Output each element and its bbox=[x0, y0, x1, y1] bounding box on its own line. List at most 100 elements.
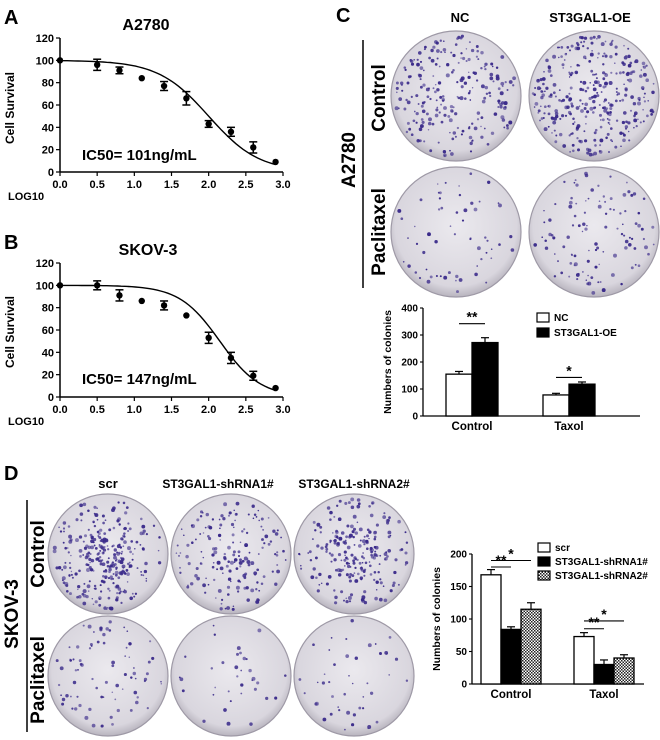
colony-dot bbox=[338, 536, 343, 541]
colony-dot bbox=[325, 547, 329, 551]
colony-dot bbox=[90, 545, 94, 550]
colony-dot bbox=[369, 548, 372, 552]
colony-dot bbox=[596, 91, 599, 94]
bar bbox=[445, 373, 473, 417]
colony-dot bbox=[334, 601, 338, 605]
colony-dot bbox=[449, 131, 451, 134]
colony-dot bbox=[393, 570, 397, 575]
colony-dot bbox=[74, 707, 78, 711]
colony-dot bbox=[352, 535, 355, 539]
colony-dot bbox=[129, 708, 133, 712]
colony-dot bbox=[186, 543, 190, 547]
colony-dot bbox=[103, 545, 106, 548]
colony-dot bbox=[119, 590, 122, 593]
colony-dot bbox=[104, 577, 107, 580]
colony-dot bbox=[177, 554, 181, 557]
colony-dot bbox=[439, 39, 442, 42]
colony-dot bbox=[439, 95, 443, 99]
dish-plate bbox=[47, 615, 169, 737]
colony-dot bbox=[227, 560, 230, 563]
colony-dot bbox=[226, 606, 231, 610]
colony-dot bbox=[196, 576, 200, 581]
colony-dot bbox=[629, 61, 633, 65]
colony-dot bbox=[84, 715, 89, 720]
colony-dot bbox=[416, 62, 420, 67]
colony-dot bbox=[460, 133, 463, 136]
colony-dot bbox=[223, 502, 228, 507]
colony-dot bbox=[102, 537, 107, 542]
colony-dot bbox=[437, 141, 440, 144]
colony-dot bbox=[125, 646, 128, 649]
colony-dot bbox=[82, 540, 85, 543]
y-tick-label: 150 bbox=[450, 582, 467, 593]
colony-dot bbox=[440, 120, 444, 124]
colony-dot bbox=[634, 263, 637, 266]
colony-dot bbox=[594, 248, 598, 252]
colony-dot bbox=[117, 587, 122, 591]
colony-dot bbox=[261, 546, 264, 550]
colony-dot bbox=[344, 565, 346, 567]
colony-dot bbox=[79, 503, 83, 508]
colony-dot bbox=[247, 513, 250, 516]
colony-dot bbox=[615, 87, 618, 90]
colony-dot bbox=[96, 552, 100, 556]
colony-dot bbox=[92, 521, 95, 524]
colony-dot bbox=[200, 550, 203, 553]
colony-dot bbox=[282, 549, 285, 553]
colony-dot bbox=[86, 568, 90, 572]
colony-dot bbox=[127, 562, 130, 566]
cell-line-label-d: SKOV-3 bbox=[2, 579, 23, 649]
colony-dot bbox=[405, 130, 409, 134]
colony-dot bbox=[185, 554, 189, 559]
colony-dot bbox=[243, 528, 246, 531]
colony-dot bbox=[351, 682, 354, 685]
colony-dot bbox=[337, 517, 342, 522]
colony-dot bbox=[354, 531, 359, 535]
colony-dot bbox=[128, 656, 131, 659]
colony-dot bbox=[622, 193, 627, 197]
colony-dot bbox=[563, 180, 566, 184]
column-label-shrna2: ST3GAL1-shRNA2# bbox=[298, 477, 410, 491]
colony-dot bbox=[575, 202, 578, 205]
colony-dot bbox=[642, 237, 646, 241]
colony-dot bbox=[630, 266, 634, 270]
colony-dot bbox=[593, 106, 596, 110]
data-point bbox=[116, 292, 123, 299]
colony-dot bbox=[263, 542, 266, 545]
colony-dot bbox=[552, 236, 556, 240]
colony-dot bbox=[419, 78, 422, 81]
colony-dot bbox=[627, 121, 631, 125]
colony-dot bbox=[298, 552, 301, 556]
colony-dot bbox=[601, 288, 606, 293]
colony-dot bbox=[362, 707, 365, 710]
colony-dot bbox=[593, 73, 596, 76]
colony-dot bbox=[80, 663, 84, 667]
colony-dot bbox=[316, 544, 320, 548]
colony-dot bbox=[470, 48, 475, 53]
colony-dot bbox=[591, 153, 595, 157]
colony-dot bbox=[456, 81, 459, 84]
colony-dot bbox=[108, 565, 111, 569]
colony-dot bbox=[100, 725, 104, 728]
colony-dot bbox=[214, 547, 218, 551]
colony-dot bbox=[468, 89, 471, 93]
colony-dot bbox=[344, 501, 348, 505]
bar bbox=[520, 608, 542, 685]
colony-dot bbox=[614, 45, 618, 49]
colony-dot bbox=[316, 681, 319, 684]
colony-dot bbox=[597, 35, 601, 39]
x-tick-label: 3.0 bbox=[275, 404, 290, 416]
colony-dot bbox=[438, 111, 441, 114]
colony-dot bbox=[622, 138, 626, 143]
colony-dot bbox=[534, 102, 539, 106]
colony-dot bbox=[589, 81, 592, 84]
colony-dot bbox=[508, 80, 513, 84]
colony-dot bbox=[366, 547, 369, 550]
colony-dot bbox=[77, 669, 79, 671]
colony-dot bbox=[469, 150, 473, 153]
colony-dot bbox=[483, 65, 486, 68]
colony-dot bbox=[236, 646, 241, 651]
colony-dot bbox=[375, 580, 379, 584]
colony-dot bbox=[374, 643, 377, 645]
colony-dot bbox=[442, 150, 447, 154]
